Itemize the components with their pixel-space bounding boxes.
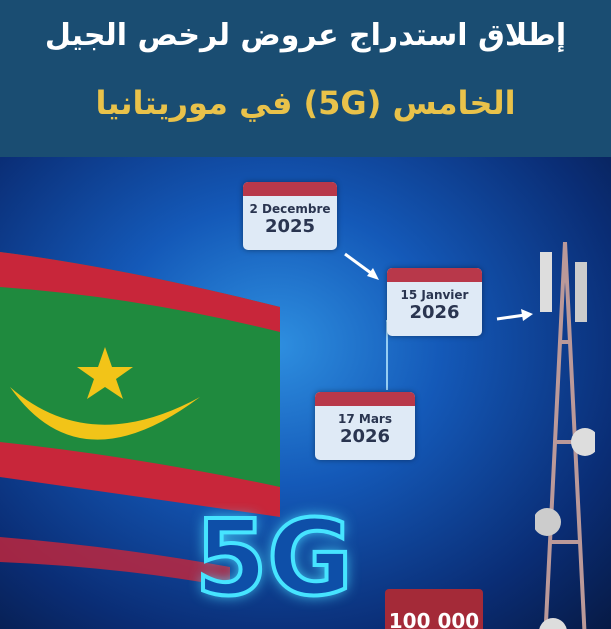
arrow-icon <box>496 309 533 321</box>
timeline-card: 17 Mars 2026 <box>315 392 415 460</box>
card-year: 2026 <box>409 302 460 323</box>
card-year: 2025 <box>264 216 316 237</box>
mauritania-flag <box>0 252 280 587</box>
header-banner: إطلاق استدراج عروض لرخص الجيل الخامس (5G… <box>0 0 611 157</box>
5g-logo: 5G <box>193 495 355 621</box>
card-year: 2026 <box>339 426 391 447</box>
timeline-card: 2 Decembre 2025 <box>243 182 337 250</box>
calendar-icon <box>243 182 337 196</box>
crescent-icon <box>10 387 200 440</box>
star-icon <box>77 347 133 399</box>
card-date: 2 Decembre <box>249 202 331 216</box>
title-line-2: الخامس (5G) في موريتانيا <box>95 84 516 122</box>
card-date: 17 Mars <box>338 412 392 426</box>
illustration: 2 Decembre 2025 15 Janvier 2026 17 Mars … <box>0 157 611 629</box>
title-line-1: إطلاق استدراج عروض لرخص الجيل <box>44 18 567 53</box>
calendar-icon <box>315 392 415 406</box>
card-date: 15 Janvier <box>400 288 469 302</box>
calendar-icon <box>387 268 482 282</box>
value-badge: 100 000 <box>385 589 483 629</box>
cell-tower-icon <box>535 242 595 629</box>
arrow-icon <box>344 252 379 280</box>
timeline-card: 15 Janvier 2026 <box>387 268 482 336</box>
